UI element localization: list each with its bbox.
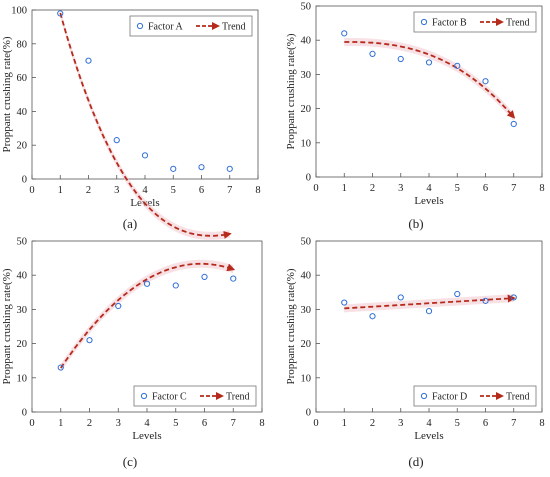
y-tick-label: 30 (17, 305, 28, 316)
legend-trend-label: Trend (506, 18, 530, 29)
y-tick-label: 0 (22, 408, 27, 419)
x-tick-label: 3 (398, 418, 403, 429)
y-axis-label: Proppant crushing rate(%) (285, 268, 297, 384)
legend-series-label: Factor C (152, 392, 187, 403)
legend-trend-label: Trend (506, 392, 530, 403)
legend-series-label: Factor B (432, 18, 467, 29)
y-tick-label: 50 (301, 237, 312, 248)
y-tick-label: 20 (301, 104, 312, 115)
panel-1: 020406080100012345678LevelsProppant crus… (1, 6, 261, 240)
x-tick-label: 0 (29, 418, 34, 429)
x-tick-label: 2 (370, 418, 375, 429)
x-tick-label: 7 (511, 183, 516, 194)
panel-caption: (c) (123, 454, 137, 469)
y-tick-label: 20 (301, 339, 312, 350)
legend: Factor A Trend (130, 16, 252, 36)
x-tick-label: 4 (142, 185, 148, 196)
y-tick-label: 0 (306, 173, 311, 184)
x-tick-label: 7 (511, 418, 516, 429)
x-tick-label: 3 (116, 418, 121, 429)
y-tick-label: 20 (17, 339, 28, 350)
x-tick-label: 6 (202, 418, 207, 429)
x-tick-label: 8 (539, 183, 544, 194)
y-tick-label: 10 (301, 138, 312, 149)
panel-2: 0 10 20 30 40 50 0 1 2 3 4 5 6 7 8 Levels Proppant crush… (285, 2, 545, 232)
x-tick-label: 0 (29, 185, 34, 196)
x-tick-label: 5 (455, 183, 460, 194)
y-tick-label: 40 (17, 107, 28, 118)
x-tick-label: 1 (342, 183, 347, 194)
x-tick-label: 0 (313, 183, 318, 194)
y-tick-label: 60 (17, 73, 28, 84)
y-tick-label: 0 (306, 408, 311, 419)
legend: Factor D Trend (414, 386, 536, 406)
x-axis-label: Levels (414, 195, 443, 207)
y-tick-label: 20 (17, 141, 28, 152)
legend-series-label: Factor A (148, 22, 183, 33)
x-tick-label: 2 (370, 183, 375, 194)
y-tick-label: 50 (301, 2, 312, 13)
panel-4: 0 10 20 30 40 50 0 1 2 3 4 5 6 7 8 Levels Proppant crush… (285, 237, 545, 470)
x-tick-label: 8 (255, 185, 260, 196)
legend-trend-label: Trend (222, 22, 246, 33)
x-tick-label: 6 (483, 183, 488, 194)
x-tick-label: 6 (483, 418, 488, 429)
panel-3: 0 10 20 30 40 50 0 1 2 3 4 5 6 7 8 Levels Proppant crush… (1, 237, 265, 470)
x-tick-label: 6 (199, 185, 204, 196)
y-tick-label: 30 (301, 305, 312, 316)
y-tick-label: 100 (11, 6, 27, 17)
x-tick-label: 5 (173, 418, 178, 429)
legend: Factor B Trend (414, 12, 536, 32)
y-tick-label: 10 (17, 373, 28, 384)
x-axis-label: Levels (414, 430, 443, 442)
panel-caption: (a) (123, 216, 137, 231)
y-tick-label: 40 (17, 271, 28, 282)
y-tick-label: 30 (301, 70, 312, 81)
y-tick-label: 40 (301, 36, 312, 47)
x-tick-label: 5 (455, 418, 460, 429)
x-tick-label: 1 (58, 418, 63, 429)
y-tick-label: 10 (301, 373, 312, 384)
x-axis-label: Levels (132, 430, 161, 442)
y-tick-label: 50 (17, 237, 28, 248)
legend: Factor C Trend (134, 386, 256, 406)
x-tick-label: 8 (539, 418, 544, 429)
y-axis-label: Proppant crushing rate(%) (285, 33, 297, 149)
x-tick-label: 2 (86, 185, 91, 196)
x-tick-label: 7 (227, 185, 232, 196)
panel-caption: (d) (408, 454, 423, 469)
y-tick-label: 0 (22, 175, 27, 186)
y-tick-label: 40 (301, 271, 312, 282)
x-tick-label: 5 (171, 185, 176, 196)
legend-trend-label: Trend (226, 392, 250, 403)
y-axis-label: Proppant crushing rate(%) (1, 268, 13, 384)
x-tick-label: 1 (58, 185, 63, 196)
x-tick-label: 3 (398, 183, 403, 194)
x-tick-label: 8 (259, 418, 264, 429)
x-tick-label: 0 (313, 418, 318, 429)
x-tick-label: 2 (87, 418, 92, 429)
x-tick-label: 4 (426, 418, 432, 429)
legend-series-label: Factor D (432, 392, 467, 403)
x-tick-label: 3 (114, 185, 119, 196)
y-tick-label: 80 (17, 39, 28, 50)
x-tick-label: 4 (144, 418, 150, 429)
x-tick-label: 7 (231, 418, 236, 429)
panel-caption: (b) (408, 216, 423, 231)
y-axis-label: Proppant crushing rate(%) (1, 36, 13, 152)
x-tick-label: 4 (426, 183, 432, 194)
x-tick-label: 1 (342, 418, 347, 429)
